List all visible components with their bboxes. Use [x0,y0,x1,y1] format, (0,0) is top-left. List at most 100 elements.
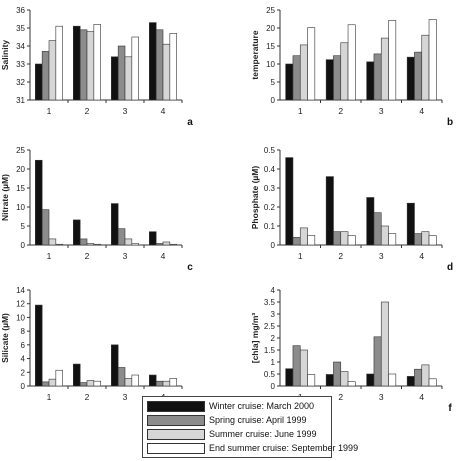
x-tick-label: 2 [338,106,343,116]
x-tick-label: 3 [123,392,128,402]
y-tick-label: 31 [16,96,25,105]
y-axis-label: temperature [250,30,260,79]
bar-winter-site-3 [111,56,119,101]
x-tick-label: 4 [419,392,424,402]
y-tick-label: 0 [271,382,276,391]
bar-end-summer-site-2 [93,243,101,246]
bar-summer-site-2 [340,42,349,101]
y-tick-label: 0 [21,241,26,250]
bar-spring-site-2 [333,361,342,387]
bar-spring-site-4 [155,380,164,387]
chart-panel-c: 0 5 10 15 20 25 Nitrate (µM) 1 2 3 4 c [0,146,193,273]
bar-spring-site-4 [155,243,164,246]
bar-spring-site-3 [373,53,382,101]
legend-item-winter: Winter cruise: March 2000 [147,399,314,413]
bar-summer-site-2 [86,31,95,101]
bar-end-summer-site-1 [307,235,316,246]
bar-summer-site-3 [380,37,389,101]
bar-end-summer-site-1 [55,369,63,387]
x-tick-label: 2 [338,251,343,261]
x-tick-label: 4 [419,106,424,116]
y-tick-label: 14 [16,286,25,295]
bar-summer-site-3 [124,56,133,101]
x-tick-label: 3 [123,106,128,116]
x-tick-label: 3 [379,251,384,261]
y-axis-label: Phosphate (µM) [250,166,260,230]
bar-spring-site-2 [333,231,342,246]
bar-summer-site-4 [421,364,430,387]
bar-spring-site-4 [155,29,164,101]
chart-panel-f: 00.511.522.533.54[chla] mg/m³1234f [250,286,452,414]
bar-end-summer-site-4 [428,378,437,387]
x-tick-label: 2 [338,392,343,402]
y-tick-label: 34 [16,42,25,51]
bar-spring-site-3 [117,367,126,387]
bar-spring-site-1 [41,51,50,101]
bar-end-summer-site-3 [131,374,139,387]
bar-end-summer-site-1 [307,374,316,387]
bar-spring-site-1 [41,381,50,387]
bar-winter-site-1 [285,157,294,246]
bar-winter-site-2 [325,374,334,387]
panel-letter: d [447,262,453,273]
legend-swatch-summer [147,428,205,440]
bar-spring-site-1 [41,209,50,246]
chart-panel-b: 0 5 10 15 20 25 temperature 1 2 3 4 b [250,6,453,128]
y-tick-label: 5 [21,222,26,231]
bar-end-summer-site-2 [93,380,101,387]
bar-end-summer-site-2 [93,24,101,101]
legend: Winter cruise: March 2000 Spring cruise:… [142,396,358,458]
bar-summer-site-1 [299,44,308,101]
y-tick-label: 36 [16,6,25,15]
bar-end-summer-site-4 [169,33,177,101]
bar-summer-site-1 [299,349,308,387]
y-tick-label: 2 [21,368,26,377]
y-tick-label: 25 [266,6,275,15]
bar-summer-site-4 [421,231,430,246]
bar-summer-site-4 [162,380,171,387]
y-tick-label: 10 [16,313,25,322]
legend-item-summer: Summer cruise: June 1999 [147,427,317,441]
bar-spring-site-1 [292,237,301,246]
x-tick-label: 4 [161,251,166,261]
x-tick-label: 2 [85,106,90,116]
bar-spring-site-1 [292,345,301,387]
bar-end-summer-site-4 [169,243,177,246]
panel-letter: f [448,403,452,414]
x-tick-label: 1 [47,106,52,116]
bar-winter-site-3 [366,61,375,101]
bar-summer-site-3 [380,301,389,387]
y-tick-label: 2 [271,334,276,343]
y-tick-label: 10 [266,60,275,69]
y-tick-label: 8 [21,327,26,336]
x-tick-label: 3 [123,251,128,261]
panel-letter: c [187,262,193,273]
bar-winter-site-2 [325,176,334,246]
y-tick-label: 0.1 [264,222,276,231]
bar-end-summer-site-2 [347,381,356,387]
bar-winter-site-4 [406,202,415,246]
x-tick-label: 1 [298,106,303,116]
bar-winter-site-4 [149,374,157,387]
legend-item-end-summer: End summer cruise: September 1999 [147,441,358,455]
chart-panel-d: 0 0.1 0.2 0.3 0.4 0.5 Phosphate (µM) 1 2 3 4 d [250,146,453,273]
bar-summer-site-2 [86,380,95,387]
bar-winter-site-3 [111,203,119,246]
y-tick-label: 1.5 [264,346,276,355]
bar-spring-site-4 [414,51,423,101]
bar-winter-site-2 [73,219,81,246]
bar-end-summer-site-3 [388,373,397,387]
bar-summer-site-4 [162,241,171,246]
x-tick-label: 1 [298,251,303,261]
y-tick-label: 5 [271,78,276,87]
y-tick-label: 12 [16,300,25,309]
panel-letter: a [187,117,193,128]
bar-end-summer-site-2 [347,235,356,246]
bar-winter-site-2 [73,363,81,387]
bar-winter-site-1 [35,304,43,387]
bar-summer-site-4 [421,34,430,101]
y-tick-label: 0.5 [264,146,276,155]
bar-summer-site-2 [340,231,349,246]
y-tick-label: 15 [16,184,25,193]
